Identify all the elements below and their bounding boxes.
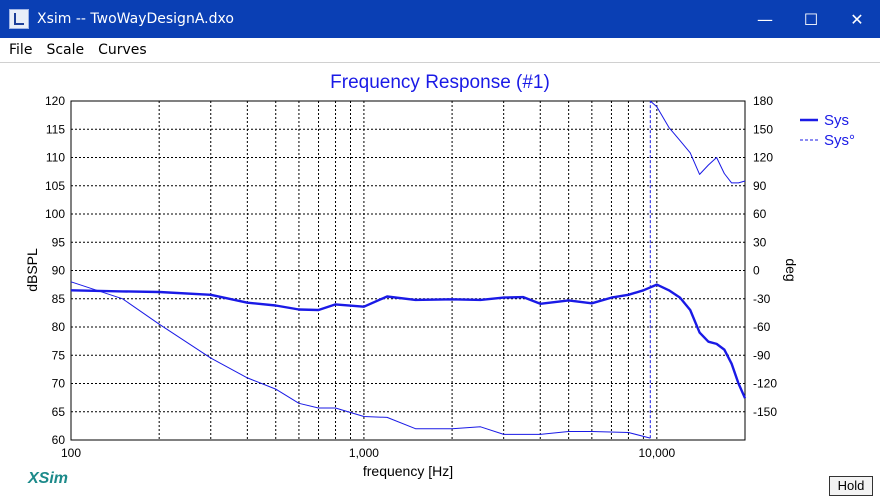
y2-tick-label: -120 — [753, 377, 777, 391]
y-tick-label: 85 — [52, 292, 66, 306]
y-tick-label: 80 — [52, 320, 66, 334]
hold-button[interactable]: Hold — [829, 476, 873, 496]
y2-tick-label: -30 — [753, 292, 771, 306]
legend-label-sys: Sys — [824, 112, 849, 129]
y-tick-label: 110 — [46, 151, 65, 165]
close-button[interactable]: ✕ — [850, 9, 864, 29]
y-tick-label: 65 — [52, 405, 66, 419]
maximize-button[interactable]: ☐ — [803, 9, 819, 29]
y2-tick-label: 30 — [753, 235, 767, 249]
menu-file[interactable]: File — [9, 42, 33, 58]
y-tick-label: 90 — [52, 264, 66, 278]
window-title: Xsim -- TwoWayDesignA.dxo — [37, 11, 234, 27]
y2-tick-label: 120 — [753, 151, 773, 165]
y2-tick-label: 150 — [753, 122, 773, 136]
y2-tick-label: 90 — [753, 179, 767, 193]
y2-tick-label: -90 — [753, 348, 771, 362]
menu-scale[interactable]: Scale — [46, 42, 85, 58]
y-tick-label: 120 — [45, 94, 65, 108]
y-tick-label: 115 — [46, 122, 65, 136]
menu-bar: File Scale Curves — [0, 38, 880, 62]
y2-tick-label: -150 — [753, 405, 777, 419]
y-tick-label: 70 — [52, 377, 66, 391]
x-tick-label: 10,000 — [638, 446, 675, 460]
y-tick-label: 60 — [52, 433, 66, 447]
plot-area — [0, 62, 880, 501]
y2-axis-label: deg — [783, 258, 799, 281]
xsim-logo: XSim — [28, 470, 69, 487]
x-axis-label: frequency [Hz] — [363, 463, 453, 479]
y-tick-label: 95 — [52, 235, 66, 249]
y2-tick-label: 180 — [753, 94, 773, 108]
x-tick-label: 100 — [61, 446, 81, 460]
sys-phase-line — [649, 100, 746, 184]
y2-tick-label: 60 — [753, 207, 767, 221]
y-tick-label: 75 — [52, 348, 66, 362]
menu-curves[interactable]: Curves — [98, 42, 147, 58]
x-tick-label: 1,000 — [349, 446, 379, 460]
chart-title: Frequency Response (#1) — [330, 72, 550, 93]
title-bar: Xsim -- TwoWayDesignA.dxo — ☐ ✕ — [0, 0, 880, 38]
y2-tick-label: -60 — [753, 320, 771, 334]
sys-phase-line — [70, 281, 651, 439]
y-axis-label: dBSPL — [24, 248, 40, 292]
sys-spl-line — [70, 283, 747, 399]
legend-label-sys-phase: Sys° — [824, 132, 855, 149]
minimize-button[interactable]: — — [757, 9, 773, 29]
y2-tick-label: 0 — [753, 264, 760, 278]
y-tick-label: 100 — [45, 207, 65, 221]
plot-border — [70, 100, 746, 441]
y-tick-label: 105 — [45, 179, 65, 193]
app-icon — [9, 9, 29, 29]
